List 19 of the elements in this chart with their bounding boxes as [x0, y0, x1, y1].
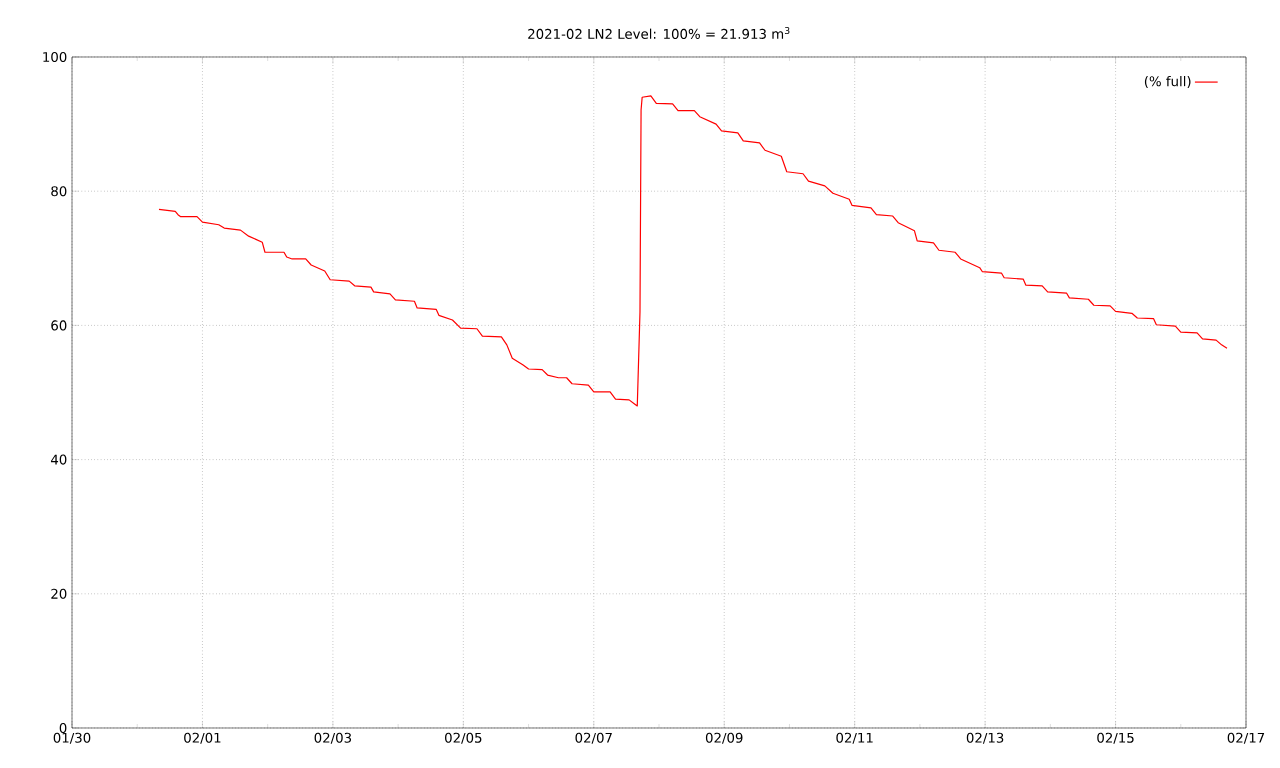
x-tick-label: 02/01	[184, 732, 221, 744]
y-tick-label: 40	[50, 454, 67, 465]
x-tick-label: 02/05	[445, 732, 482, 744]
y-tick-label: 100	[43, 51, 67, 63]
x-tick-label: 02/17	[1227, 732, 1265, 744]
x-tick-label: 02/15	[1097, 732, 1134, 744]
x-tick-label: 01/30	[53, 732, 91, 744]
x-tick-label: 02/07	[575, 732, 612, 744]
chart-title: 2021-02 LN2 Level: 100% = 21.913 m$^{3}$	[528, 27, 790, 39]
x-tick-label: 02/11	[836, 732, 873, 744]
y-tick-label: 60	[51, 320, 67, 331]
x-tick-label: 02/09	[705, 732, 743, 744]
legend-label: (% full)	[1144, 76, 1191, 88]
x-tick-label: 02/13	[966, 732, 1004, 744]
y-tick-label: 80	[51, 186, 67, 197]
y-tick-label: 20	[51, 588, 67, 599]
x-tick-label: 02/03	[314, 732, 352, 744]
line-series	[158, 95, 1228, 407]
y-tick-label: 0	[59, 722, 67, 734]
